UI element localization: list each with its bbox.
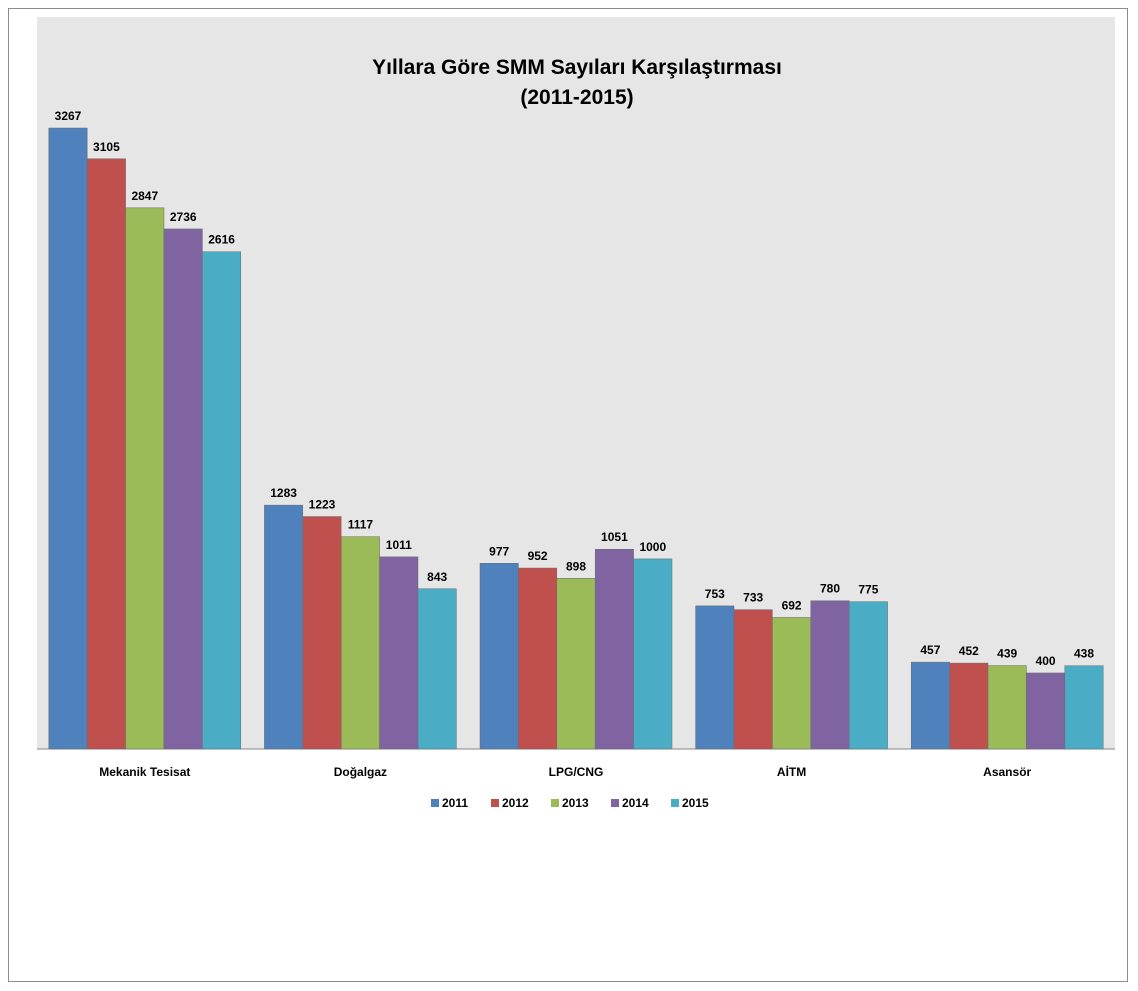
bar-2014-1	[379, 556, 419, 750]
bar-2012-1	[302, 516, 342, 750]
bar-2011-3	[695, 605, 735, 750]
data-label-2012-4: 452	[959, 644, 979, 658]
labels-layer: 3267 3105 2847 2736 2616 1283 1223 1117 1011 843 9…	[55, 109, 1095, 668]
data-label-2012-3: 733	[743, 591, 763, 605]
data-label-2012-2: 952	[528, 549, 548, 563]
data-label-2012-0: 3105	[93, 140, 120, 154]
legend-label-2012: 2012	[502, 796, 529, 810]
bar-2012-2	[518, 567, 558, 750]
chart-frame: Yıllara Göre SMM Sayıları Karşılaştırmas…	[8, 8, 1128, 982]
bar-2015-0	[202, 251, 242, 750]
legend-label-2015: 2015	[682, 796, 709, 810]
bar-2011-4	[910, 661, 950, 750]
legend-label-2013: 2013	[562, 796, 589, 810]
bar-2015-4	[1064, 665, 1104, 750]
bar-2011-0	[48, 127, 88, 750]
legend-swatch-2012	[491, 799, 499, 807]
data-label-2013-3: 692	[782, 598, 802, 612]
bar-2011-1	[264, 504, 304, 750]
bar-2012-3	[733, 609, 773, 750]
data-label-2013-2: 898	[566, 559, 586, 573]
data-label-2013-4: 439	[997, 647, 1017, 661]
bar-2011-2	[479, 563, 519, 750]
legend-label-2014: 2014	[622, 796, 649, 810]
bar-2015-2	[633, 558, 673, 750]
bar-2013-0	[125, 207, 165, 750]
data-label-2011-0: 3267	[55, 109, 82, 123]
chart-title: Yıllara Göre SMM Sayıları Karşılaştırmas…	[372, 56, 782, 79]
category-label-0: Mekanik Tesisat	[99, 765, 190, 779]
data-label-2011-2: 977	[489, 544, 509, 558]
legend-swatch-2014	[611, 799, 619, 807]
bar-2013-3	[772, 617, 812, 750]
data-label-2011-4: 457	[920, 643, 940, 657]
bar-2015-1	[417, 588, 457, 750]
bar-2013-4	[987, 665, 1027, 750]
data-label-2015-4: 438	[1074, 647, 1094, 661]
category-label-1: Doğalgaz	[334, 765, 387, 779]
legend: 2011 2012 2013 2014 2015	[431, 796, 709, 810]
data-label-2012-1: 1223	[309, 498, 336, 512]
data-label-2013-1: 1117	[348, 518, 374, 532]
legend-swatch-2015	[671, 799, 679, 807]
category-label-2: LPG/CNG	[549, 765, 604, 779]
data-label-2015-0: 2616	[208, 233, 235, 247]
bar-2012-4	[949, 662, 989, 750]
bar-2012-0	[86, 158, 126, 750]
bars-layer	[48, 127, 1104, 750]
data-label-2014-4: 400	[1036, 654, 1056, 668]
data-label-2014-0: 2736	[170, 210, 197, 224]
category-label-4: Asansör	[983, 765, 1031, 779]
data-label-2015-3: 775	[858, 583, 878, 597]
bar-2015-3	[848, 601, 888, 750]
legend-label-2011: 2011	[442, 796, 468, 810]
bar-2014-2	[594, 548, 634, 750]
bar-2013-2	[556, 578, 596, 750]
legend-swatch-2011	[431, 799, 439, 807]
data-label-2015-2: 1000	[639, 540, 666, 554]
category-label-3: AİTM	[777, 764, 806, 779]
bar-2014-0	[163, 228, 203, 750]
data-label-2014-1: 1011	[386, 538, 412, 552]
data-label-2014-2: 1051	[601, 530, 628, 544]
data-label-2014-3: 780	[820, 582, 840, 596]
legend-swatch-2013	[551, 799, 559, 807]
chart-svg: Yıllara Göre SMM Sayıları Karşılaştırmas…	[37, 17, 1115, 810]
data-label-2011-3: 753	[705, 587, 725, 601]
categories-layer: Mekanik Tesisat Doğalgaz LPG/CNG AİTM Asansö…	[99, 764, 1031, 779]
data-label-2015-1: 843	[427, 570, 447, 584]
bar-2014-3	[810, 600, 850, 750]
bar-2014-4	[1026, 672, 1066, 750]
chart-subtitle: (2011-2015)	[520, 86, 633, 109]
data-label-2011-1: 1283	[270, 486, 297, 500]
data-label-2013-0: 2847	[131, 189, 158, 203]
bar-2013-1	[340, 536, 380, 750]
